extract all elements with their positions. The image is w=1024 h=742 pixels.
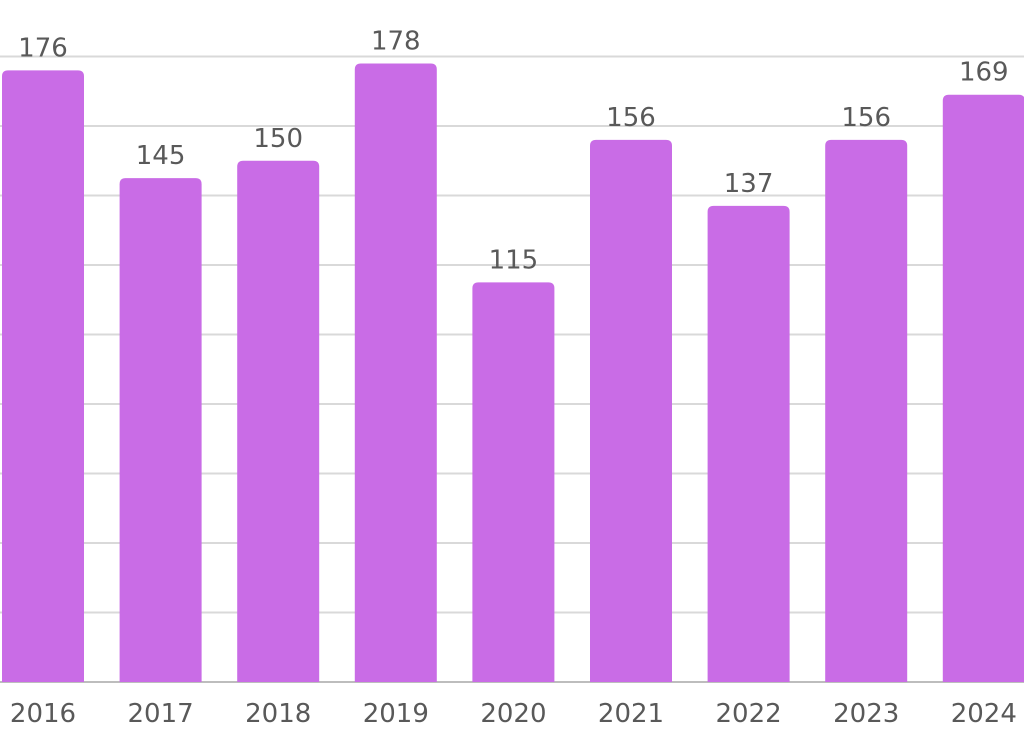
x-tick-label-2018: 2018 xyxy=(245,699,311,729)
bar-2020 xyxy=(472,282,555,682)
x-tick-label-2016: 2016 xyxy=(10,699,76,729)
value-label-2022: 137 xyxy=(724,169,774,199)
x-tick-label-2021: 2021 xyxy=(598,699,664,729)
x-tick-label-2024: 2024 xyxy=(951,699,1017,729)
bars xyxy=(2,63,1024,683)
value-label-2023: 156 xyxy=(841,103,891,133)
value-label-2018: 150 xyxy=(253,124,303,154)
x-tick-label-2022: 2022 xyxy=(716,699,782,729)
bar-2017 xyxy=(119,178,202,682)
value-label-2024: 169 xyxy=(959,58,1009,88)
bar-2019 xyxy=(354,63,437,682)
bar-2024 xyxy=(942,94,1024,682)
bar-2016 xyxy=(2,70,84,682)
value-label-2016: 176 xyxy=(18,33,68,63)
x-tick-label-2017: 2017 xyxy=(128,699,194,729)
value-labels: 176 145 150 178 115 156 137 156 169 xyxy=(18,26,1008,275)
bar-2021 xyxy=(590,139,672,682)
bar-2018 xyxy=(237,160,320,682)
value-label-2020: 115 xyxy=(489,245,539,275)
bar-2022 xyxy=(707,205,790,683)
x-tick-label-2023: 2023 xyxy=(833,699,899,729)
x-tick-label-2019: 2019 xyxy=(363,699,429,729)
value-label-2021: 156 xyxy=(606,103,656,133)
value-label-2017: 145 xyxy=(136,141,186,171)
value-label-2019: 178 xyxy=(371,26,421,56)
bar-2023 xyxy=(825,139,908,682)
x-axis-tick-labels: 2016 2017 2018 2019 2020 2021 2022 2023 2024 xyxy=(10,699,1017,729)
x-tick-label-2020: 2020 xyxy=(480,699,546,729)
